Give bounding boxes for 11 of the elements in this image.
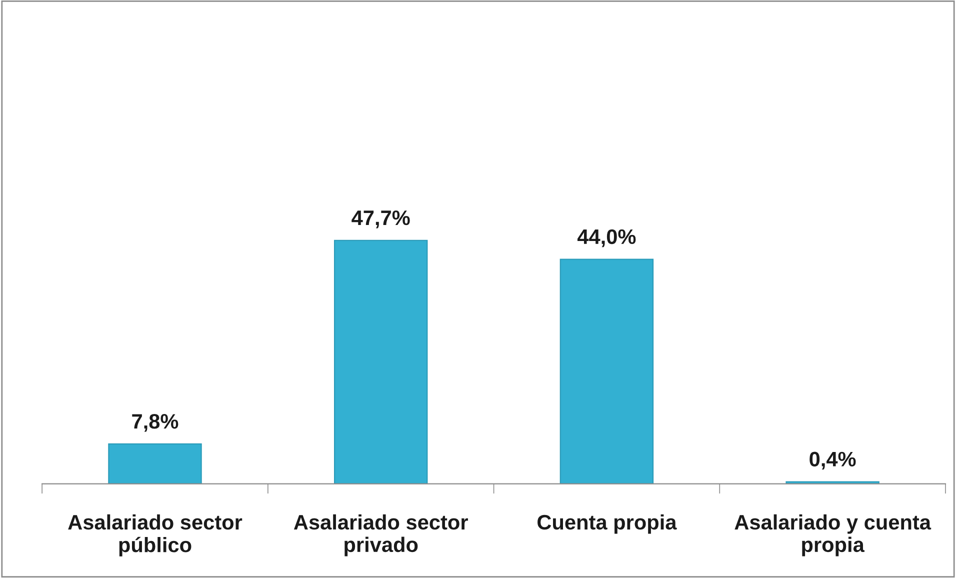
data-label: 7,8% <box>132 414 178 432</box>
x-tick-label: Asalariado sector privado <box>294 514 468 556</box>
bar <box>108 443 202 484</box>
bar <box>334 240 428 484</box>
bar <box>560 258 654 484</box>
data-label: 0,4% <box>810 452 856 470</box>
x-tick-label: Asalariado y cuenta propia <box>734 514 932 556</box>
x-tick-label: Asalariado sector público <box>68 514 242 556</box>
x-tick-label: Cuenta propia <box>538 514 677 534</box>
data-label: 47,7% <box>352 210 410 228</box>
data-label: 44,0% <box>577 229 636 248</box>
